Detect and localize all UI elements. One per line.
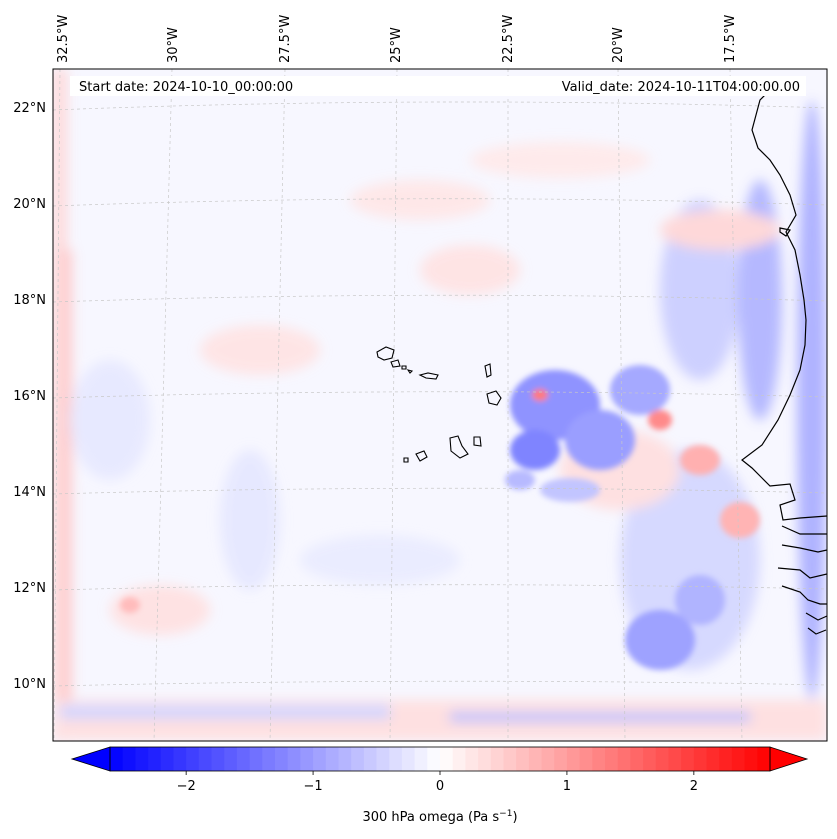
colorbar-cell: [110, 747, 124, 771]
colorbar-cell: [693, 747, 708, 771]
colorbar-tick-label: −1: [303, 779, 322, 794]
colorbar-cell: [236, 747, 251, 771]
colorbar-cells: [110, 747, 771, 771]
colorbar-cell: [300, 747, 314, 771]
colorbar-cell: [541, 747, 555, 771]
colorbar-tick-label: −2: [177, 779, 196, 794]
colorbar-cell: [655, 747, 669, 771]
lon-label: 32.5°W: [56, 15, 71, 63]
colorbar-cell: [605, 747, 619, 771]
colorbar-cell: [351, 747, 365, 771]
colorbar-cell: [148, 747, 162, 771]
lon-label: 27.5°W: [278, 15, 293, 63]
colorbar-cell: [224, 747, 238, 771]
colorbar-cell: [338, 747, 352, 771]
colorbar-cell: [275, 747, 289, 771]
valid-date-label: Valid_date: 2024-10-11T04:00:00.00: [562, 80, 800, 95]
latitude-labels: 22°N 20°N 18°N 16°N 14°N 12°N 10°N: [13, 101, 46, 692]
colorbar-cell: [389, 747, 403, 771]
colorbar-extend-high: [769, 746, 809, 772]
colorbar-cell: [287, 747, 301, 771]
lat-label: 18°N: [13, 293, 46, 308]
colorbar-tick-label: 0: [436, 779, 444, 794]
colorbar-cell: [516, 747, 530, 771]
lat-label: 12°N: [13, 581, 46, 596]
colorbar-cell: [325, 747, 339, 771]
colorbar-cell: [617, 747, 631, 771]
lat-label: 20°N: [13, 197, 46, 212]
colorbar-cell: [566, 747, 581, 771]
colorbar-cell: [363, 747, 378, 771]
graticule: [53, 69, 827, 741]
colorbar-cell: [313, 747, 327, 771]
colorbar-cell: [757, 747, 771, 771]
lon-label: 20°W: [611, 27, 626, 63]
lon-label: 30°W: [166, 27, 181, 63]
lon-label: 17.5°W: [723, 15, 738, 63]
colorbar-cell: [528, 747, 543, 771]
colorbar-cell: [706, 747, 720, 771]
colorbar-cell: [122, 747, 136, 771]
colorbar-cell: [731, 747, 746, 771]
colorbar-cell: [160, 747, 174, 771]
colorbar-cell: [452, 747, 466, 771]
colorbar-cell: [465, 747, 479, 771]
lon-label: 25°W: [389, 27, 404, 63]
colorbar-cell: [719, 747, 733, 771]
colorbar-cell: [668, 747, 682, 771]
lat-label: 14°N: [13, 485, 46, 500]
colorbar-cell: [744, 747, 758, 771]
colorbar: −2 −1 0 1 2 300 hPa omega (Pa s−1): [70, 746, 809, 825]
colorbar-cell: [376, 747, 390, 771]
map-panel: Start date: 2024-10-10_00:00:00 Valid_da…: [52, 68, 828, 742]
colorbar-cell: [643, 747, 657, 771]
colorbar-ticks: −2 −1 0 1 2: [177, 771, 698, 794]
colorbar-cell: [262, 747, 276, 771]
colorbar-cell: [427, 747, 441, 771]
omega-field: [53, 69, 827, 741]
colorbar-cell: [249, 747, 263, 771]
colorbar-cell: [630, 747, 644, 771]
colorbar-extend-low: [70, 746, 111, 772]
colorbar-cell: [135, 747, 149, 771]
colorbar-cell: [503, 747, 517, 771]
colorbar-cell: [478, 747, 492, 771]
lon-label: 22.5°W: [501, 15, 516, 63]
colorbar-cell: [554, 747, 568, 771]
start-date-label: Start date: 2024-10-10_00:00:00: [79, 80, 293, 95]
colorbar-cell: [592, 747, 606, 771]
lat-label: 10°N: [13, 677, 46, 692]
cabo-verde-islands: [376, 346, 502, 463]
colorbar-tick-label: 2: [690, 779, 698, 794]
colorbar-cell: [198, 747, 213, 771]
colorbar-cell: [186, 747, 200, 771]
colorbar-cell: [579, 747, 593, 771]
date-banner-background: [70, 76, 806, 96]
colorbar-cell: [440, 747, 454, 771]
coastline: [741, 89, 827, 635]
colorbar-label: 300 hPa omega (Pa s−1): [362, 809, 517, 825]
lat-label: 22°N: [13, 101, 46, 116]
longitude-labels: 32.5°W 30°W 27.5°W 25°W 22.5°W 20°W 17.5…: [56, 15, 738, 63]
colorbar-cell: [681, 747, 695, 771]
colorbar-cell: [414, 747, 428, 771]
colorbar-tick-label: 1: [563, 779, 571, 794]
colorbar-cell: [401, 747, 416, 771]
colorbar-cell: [173, 747, 187, 771]
map-frame: [52, 68, 828, 742]
lat-label: 16°N: [13, 389, 46, 404]
colorbar-cell: [490, 747, 504, 771]
colorbar-cell: [211, 747, 225, 771]
